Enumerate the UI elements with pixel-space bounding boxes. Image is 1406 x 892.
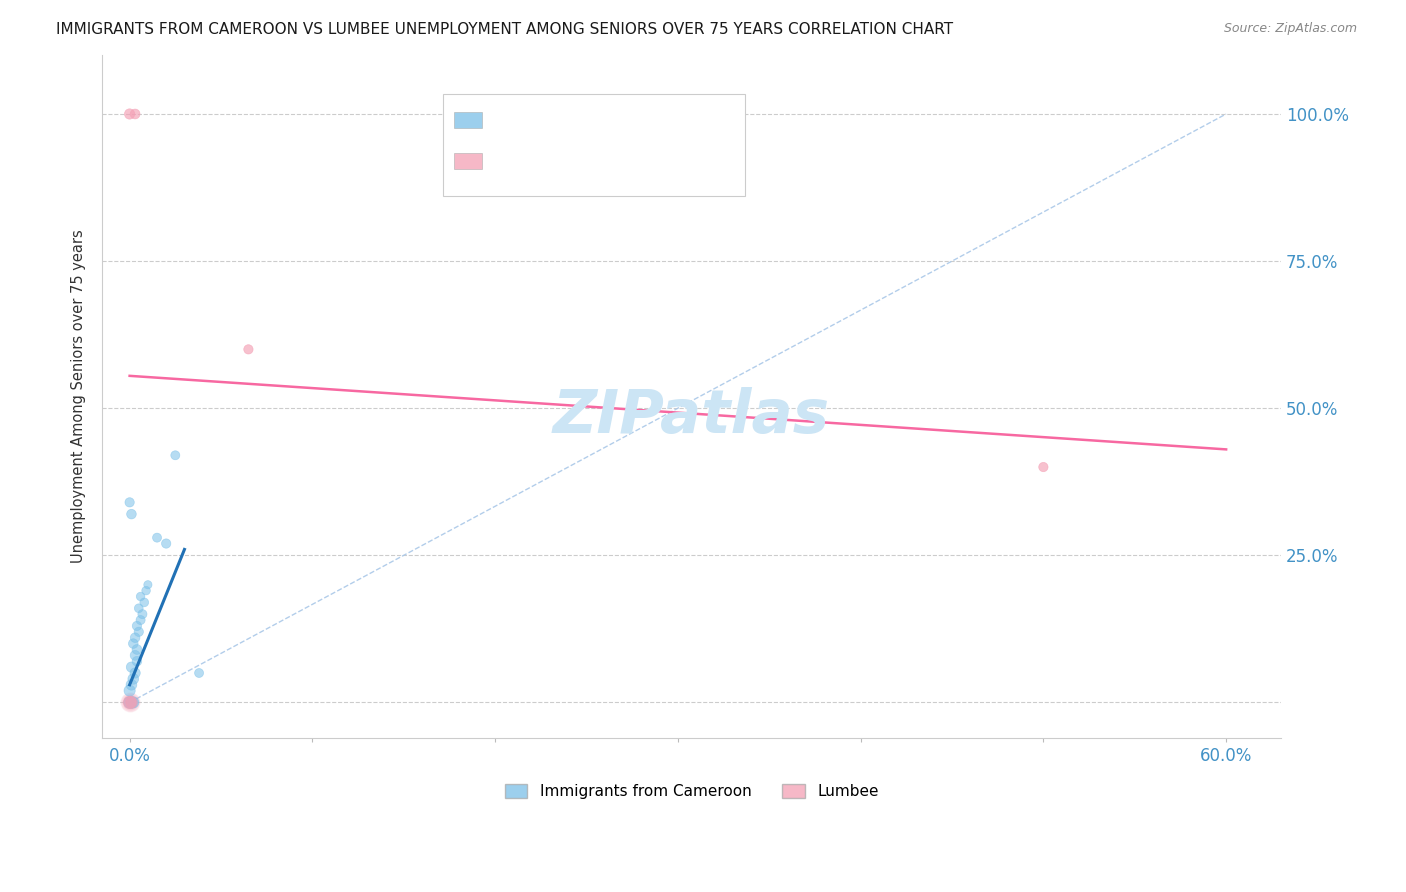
Point [120, 507, 142, 521]
Text: N =: N = [599, 113, 633, 128]
Point [238, 343, 260, 357]
Text: 28: 28 [645, 113, 666, 128]
Point [124, 648, 146, 663]
Text: R =: R = [494, 113, 527, 128]
Point [136, 578, 159, 592]
Point [118, 495, 141, 509]
Point [128, 624, 150, 639]
Point [118, 695, 141, 709]
Point [118, 683, 141, 698]
Text: 6: 6 [645, 153, 666, 168]
Point [120, 695, 142, 709]
Point [118, 695, 141, 709]
Point [124, 631, 146, 645]
Point [118, 107, 141, 121]
Text: R =: R = [494, 153, 527, 168]
Point [120, 695, 142, 709]
Point [120, 660, 142, 674]
Point [1032, 460, 1054, 475]
Point [131, 607, 153, 622]
Point [155, 536, 177, 550]
Text: 0.383: 0.383 [541, 113, 589, 128]
Y-axis label: Unemployment Among Seniors over 75 years: Unemployment Among Seniors over 75 years [72, 229, 86, 564]
Legend: Immigrants from Cameroon, Lumbee: Immigrants from Cameroon, Lumbee [499, 778, 884, 805]
Point [128, 601, 150, 615]
Point [188, 665, 211, 680]
Point [134, 595, 156, 609]
Point [122, 695, 145, 709]
Point [125, 619, 148, 633]
Point [125, 654, 148, 668]
Point [146, 531, 169, 545]
Point [122, 672, 145, 686]
Point [120, 678, 142, 692]
Point [118, 695, 141, 709]
Point [124, 665, 146, 680]
Text: -0.171: -0.171 [541, 153, 596, 168]
Point [125, 642, 148, 657]
Point [135, 583, 157, 598]
Point [118, 695, 141, 709]
Point [129, 590, 152, 604]
Text: N =: N = [599, 153, 633, 168]
Point [122, 636, 145, 650]
Point [129, 613, 152, 627]
Text: ZIPatlas: ZIPatlas [553, 387, 830, 446]
Point [165, 448, 187, 462]
Text: Source: ZipAtlas.com: Source: ZipAtlas.com [1223, 22, 1357, 36]
Text: IMMIGRANTS FROM CAMEROON VS LUMBEE UNEMPLOYMENT AMONG SENIORS OVER 75 YEARS CORR: IMMIGRANTS FROM CAMEROON VS LUMBEE UNEMP… [56, 22, 953, 37]
Point [124, 107, 146, 121]
Point [118, 695, 141, 709]
